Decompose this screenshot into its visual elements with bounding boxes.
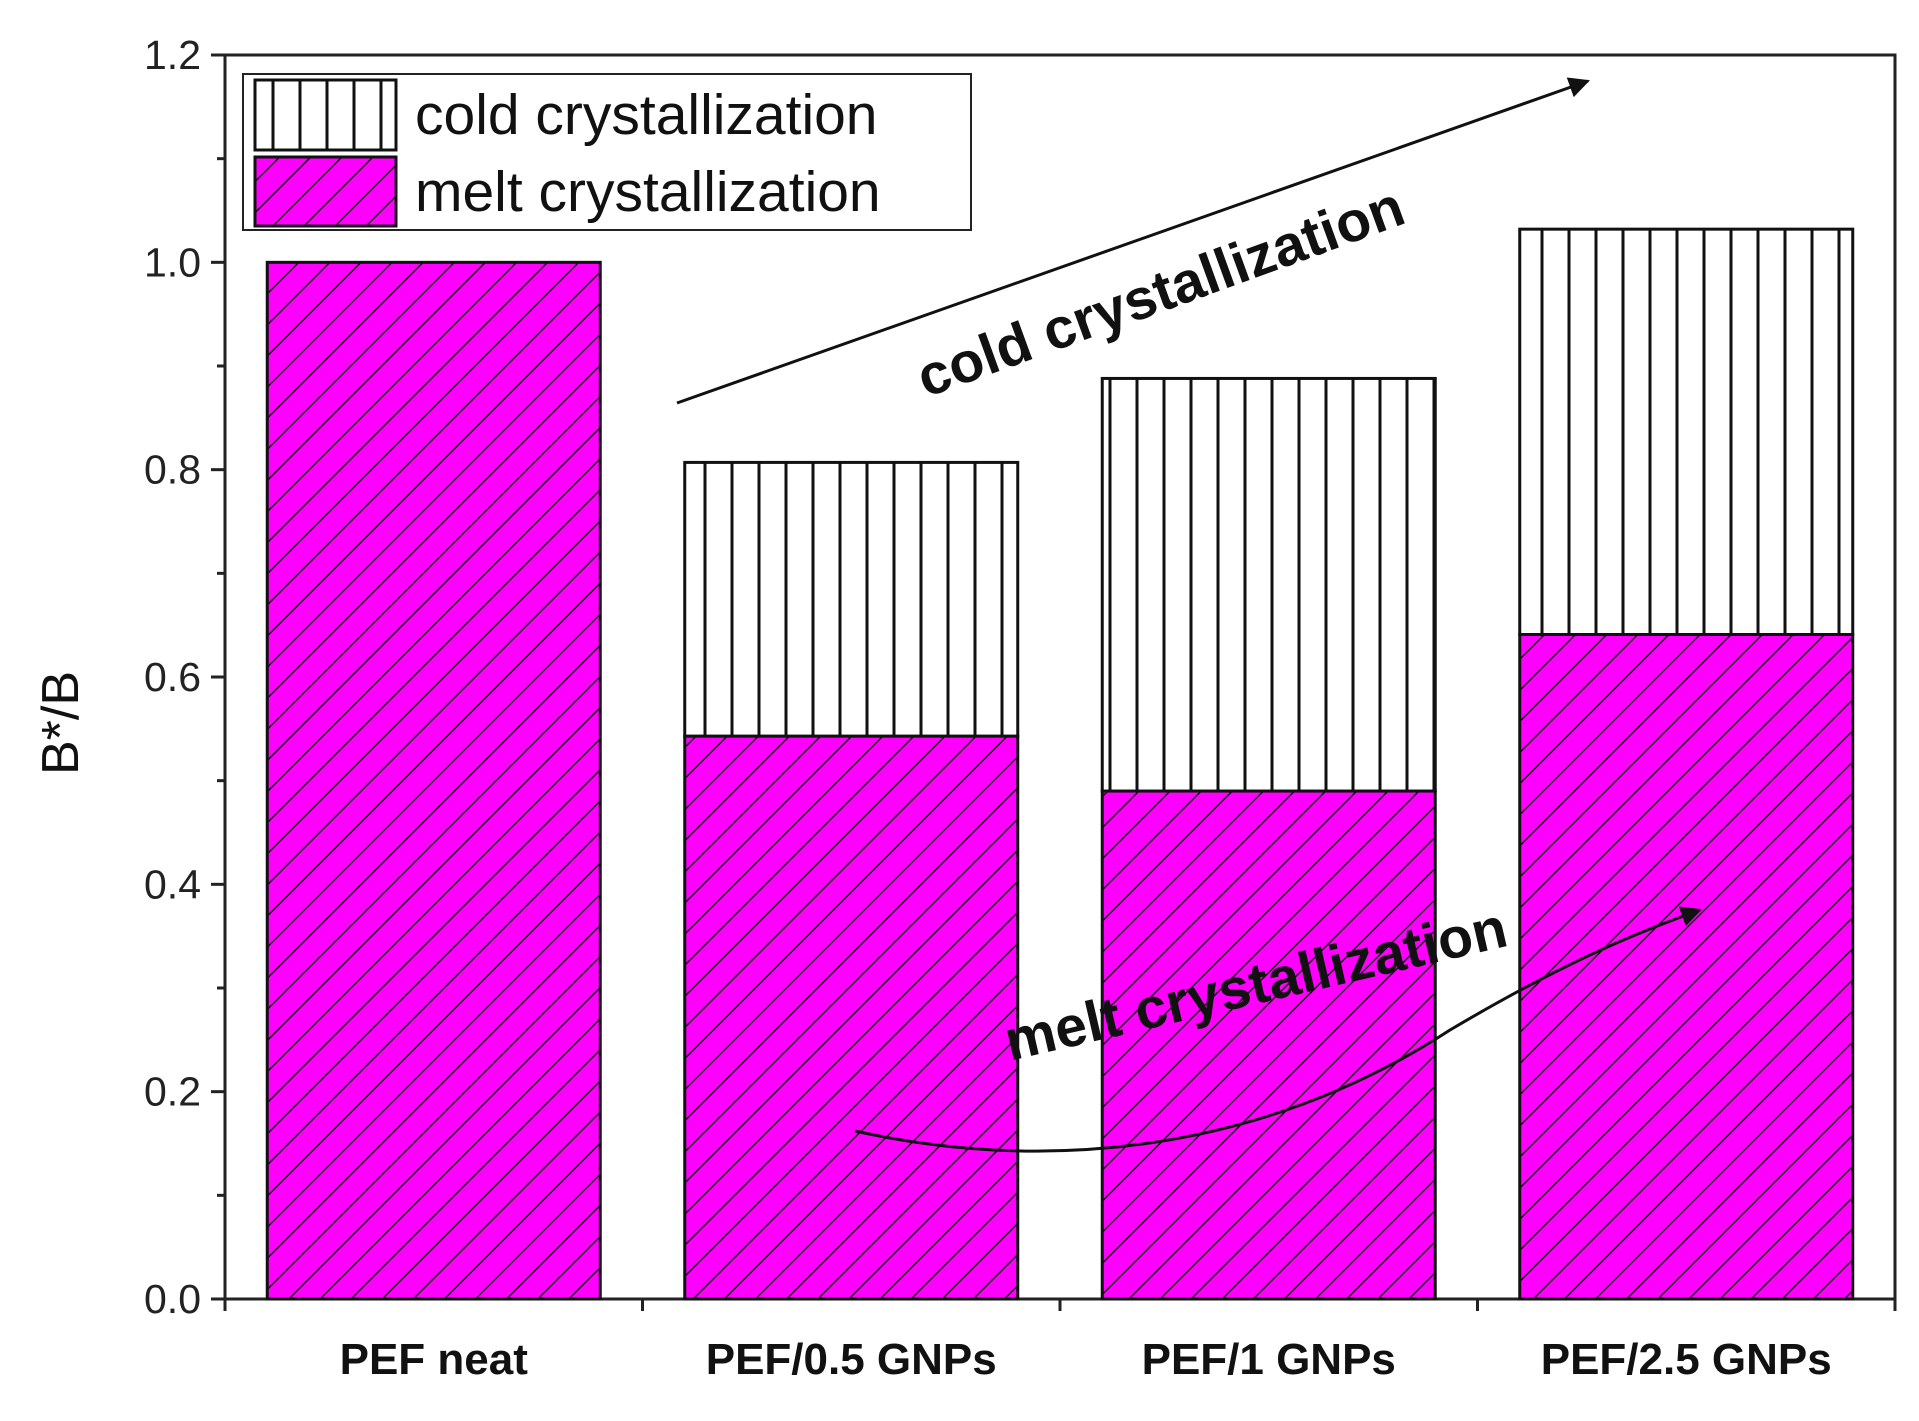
melt-arrow bbox=[854, 906, 1702, 1153]
legend-swatch-cold bbox=[253, 78, 398, 152]
x-tick-label: PEF/2.5 GNPs bbox=[1541, 1335, 1832, 1384]
cold-annotation-label: cold crystallization bbox=[908, 174, 1412, 410]
legend-label-melt: melt crystallization bbox=[415, 160, 881, 224]
legend: cold crystallization melt crystallizatio… bbox=[242, 73, 972, 231]
legend-swatch-melt bbox=[253, 155, 398, 228]
bar-melt-crystallization bbox=[683, 734, 1020, 1301]
x-tick-label: PEF/1 GNPs bbox=[1142, 1335, 1396, 1384]
cold-arrow bbox=[676, 77, 1590, 405]
x-tick-label: PEF/0.5 GNPs bbox=[706, 1335, 997, 1384]
bar-cold-crystallization bbox=[683, 460, 1020, 738]
y-tick-label: 1.0 bbox=[144, 239, 201, 285]
y-tick-label: 0.2 bbox=[144, 1069, 201, 1115]
bars bbox=[265, 227, 1855, 1301]
y-tick-label: 0.8 bbox=[144, 447, 201, 493]
bar-melt-crystallization bbox=[265, 260, 602, 1301]
y-tick-label: 0.4 bbox=[144, 861, 201, 907]
bar-melt-crystallization bbox=[1518, 632, 1855, 1301]
y-tick-label: 1.2 bbox=[144, 32, 201, 78]
bar-cold-crystallization bbox=[1100, 376, 1437, 793]
bar-melt-crystallization bbox=[1100, 789, 1437, 1301]
x-axis: PEF neat PEF/0.5 GNPs PEF/1 GNPs PEF/2.5 GN… bbox=[223, 1299, 1897, 1384]
y-tick-label: 0.0 bbox=[144, 1276, 201, 1322]
y-axis-label: B*/B bbox=[32, 671, 90, 775]
x-tick-label: PEF neat bbox=[340, 1335, 529, 1384]
y-tick-label: 0.6 bbox=[144, 654, 201, 700]
y-axis: 0.0 0.2 0.4 0.6 0.8 1.0 1.2 bbox=[144, 32, 225, 1322]
bar-cold-crystallization bbox=[1518, 227, 1855, 636]
legend-label-cold: cold crystallization bbox=[415, 83, 878, 147]
